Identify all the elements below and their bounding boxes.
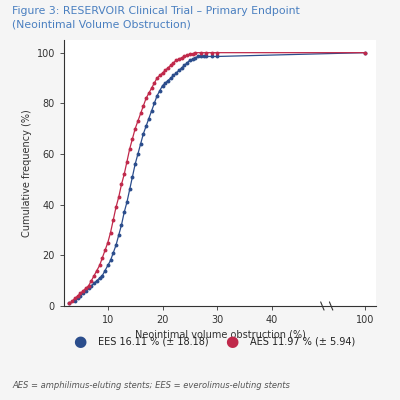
Text: EES 16.11 % (± 18.18): EES 16.11 % (± 18.18)	[98, 337, 209, 347]
Text: ●: ●	[225, 334, 239, 350]
Text: AES = amphilimus-eluting stents; EES = everolimus-eluting stents: AES = amphilimus-eluting stents; EES = e…	[12, 381, 290, 390]
Text: Figure 3: RESERVOIR Clinical Trial – Primary Endpoint: Figure 3: RESERVOIR Clinical Trial – Pri…	[12, 6, 300, 16]
X-axis label: Neointimal volume obstruction (%): Neointimal volume obstruction (%)	[134, 329, 306, 339]
Y-axis label: Cumulative frequency (%): Cumulative frequency (%)	[22, 109, 32, 237]
Text: (Neointimal Volume Obstruction): (Neointimal Volume Obstruction)	[12, 19, 191, 29]
Text: AES 11.97 % (± 5.94): AES 11.97 % (± 5.94)	[250, 337, 355, 347]
Text: ●: ●	[73, 334, 87, 350]
